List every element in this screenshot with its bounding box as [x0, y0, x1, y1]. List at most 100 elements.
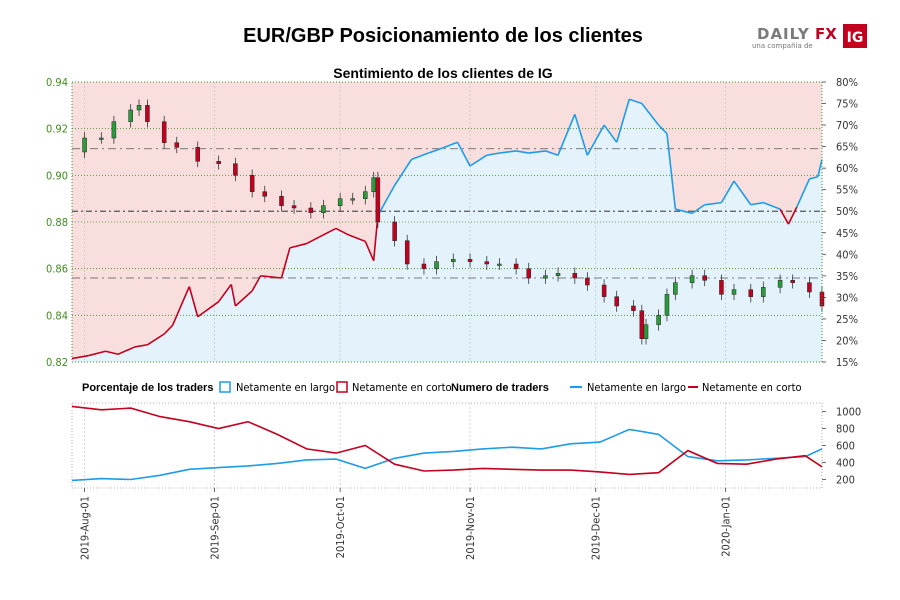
pct-tick-label-8: 55%: [836, 184, 858, 197]
candle-body-14: [279, 196, 284, 206]
candle-body-34: [555, 273, 561, 276]
pct-tick-label-13: 80%: [836, 76, 858, 89]
price-tick-label-4: 0.90: [46, 169, 68, 182]
candle-body-26: [434, 261, 439, 269]
candle-body-23: [392, 221, 397, 241]
sentiment-segment-15: [260, 275, 282, 279]
sentiment-segment-19: [318, 227, 337, 238]
pct-tick-label-3: 30%: [836, 291, 858, 304]
price-tick-label-3: 0.88: [46, 216, 68, 229]
candle-body-10: [216, 161, 221, 164]
sentiment-segment-48: [720, 180, 735, 204]
sentiment-segment-34: [528, 150, 546, 154]
sentiment-segment-26: [411, 152, 429, 161]
sentiment-segment-18: [306, 236, 320, 245]
sentiment-segment-39: [603, 124, 618, 143]
sentiment-segment-11: [218, 283, 232, 303]
x-tick-label-4: 2019-Dec-01: [590, 496, 603, 560]
lower-frame: [71, 402, 823, 489]
sentiment-segment-9: [188, 286, 199, 317]
candle-body-35: [572, 273, 578, 279]
candle-body-24: [404, 240, 410, 265]
candle-body-47: [719, 280, 724, 295]
candle-body-3: [111, 121, 117, 139]
sentiment-segment-35: [545, 150, 559, 156]
sentiment-segment-55: [809, 175, 819, 180]
candle-body-6: [145, 105, 150, 122]
count-long-line: [71, 428, 823, 482]
chart-title: EUR/GBP Posicionamiento de los clientes: [243, 25, 643, 47]
sentiment-segment-47: [704, 201, 722, 206]
candle-body-9: [195, 147, 200, 162]
sentiment-segment-40: [615, 99, 631, 143]
candle-body-53: [807, 282, 812, 293]
candle-body-48: [731, 289, 737, 295]
candle-body-18: [337, 198, 343, 206]
x-tick-label-1: 2019-Sep-01: [208, 496, 221, 560]
candle-body-2: [99, 137, 104, 140]
sentiment-segment-21: [348, 234, 366, 243]
candle-body-1: [82, 137, 87, 153]
sentiment-segment-41: [629, 98, 643, 105]
legend-short-label: Netamente en corto: [352, 381, 452, 394]
candle-body-42: [656, 315, 661, 325]
sentiment-segment-22: [364, 241, 375, 262]
sentiment-segment-8: [171, 286, 191, 326]
legend-long-label: Netamente en largo: [236, 381, 335, 394]
sentiment-segment-14: [251, 275, 262, 292]
sentiment-segment-17: [289, 242, 307, 249]
sentiment-segment-54: [796, 178, 811, 208]
lower-panel: 200 400 600 800 1000: [71, 402, 861, 489]
long-zone-area: [72, 99, 822, 362]
sentiment-segment-38: [586, 124, 605, 156]
candle-body-52: [790, 280, 795, 283]
candle-body-5: [136, 105, 142, 111]
candle-body-39: [631, 305, 636, 311]
pct-tick-label-2: 25%: [836, 313, 858, 326]
candle-body-11: [233, 163, 238, 176]
legend-short-swatch: [336, 381, 348, 393]
logo-badge: IG: [847, 30, 864, 46]
count-tick-label-4: 1000: [836, 406, 861, 419]
pct-tick-label-12: 75%: [836, 98, 858, 111]
sentiment-segment-13: [234, 290, 253, 307]
count-tick-label-1: 400: [836, 457, 855, 470]
candle-body-8: [174, 142, 179, 148]
sentiment-segment-53: [787, 206, 798, 225]
candle-body-43: [664, 294, 670, 316]
candle-body-41: [643, 324, 649, 339]
upper-frame: [71, 81, 823, 363]
sentiment-segment-30: [469, 154, 488, 167]
sentiment-segment-12: [230, 284, 237, 307]
candle-body-13: [262, 191, 267, 197]
candle-body-27: [451, 259, 456, 262]
sentiment-segment-10: [197, 301, 220, 318]
sentiment-segment-3: [105, 350, 119, 356]
logo-tagline: una compañía de: [752, 42, 813, 50]
sentiment-segment-36: [557, 114, 576, 156]
candle-body-46: [702, 275, 707, 281]
candle-body-28: [467, 259, 473, 262]
price-tick-label-0: 0.82: [46, 356, 68, 369]
candle-body-4: [128, 109, 133, 122]
candle-body-20: [363, 191, 368, 199]
candle-body-37: [601, 284, 607, 297]
candle-body-40: [639, 310, 645, 339]
sentiment-segment-29: [456, 141, 471, 167]
sentiment-segment-33: [515, 150, 529, 154]
legend-count-title: Numero de traders: [451, 382, 549, 394]
sentiment-segment-6: [146, 333, 165, 346]
sentiment-segment-25: [393, 159, 413, 186]
sentiment-segment-2: [88, 350, 106, 357]
sentiment-segment-43: [658, 124, 668, 135]
legend-long-swatch: [219, 381, 231, 393]
pct-tick-label-9: 60%: [836, 162, 858, 175]
candle-body-19: [350, 198, 355, 201]
logo-brand-right: FX: [815, 25, 837, 43]
sentiment-segment-4: [117, 346, 136, 355]
candle-body-51: [777, 280, 783, 288]
sentiment-segment-23: [372, 215, 379, 261]
sentiment-segment-45: [675, 208, 693, 215]
chart-subtitle: Sentimiento de los clientes de IG: [333, 65, 552, 81]
candle-body-15: [291, 205, 297, 209]
